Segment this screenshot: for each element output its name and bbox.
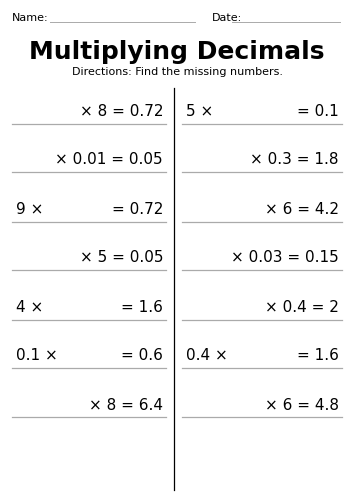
Text: Name:: Name: xyxy=(12,13,48,23)
Text: = 0.6: = 0.6 xyxy=(121,348,163,364)
Text: × 8 = 6.4: × 8 = 6.4 xyxy=(89,398,163,412)
Text: × 0.03 = 0.15: × 0.03 = 0.15 xyxy=(231,250,339,266)
Text: 0.1 ×: 0.1 × xyxy=(16,348,58,364)
Text: × 8 = 0.72: × 8 = 0.72 xyxy=(80,104,163,120)
Text: 9 ×: 9 × xyxy=(16,202,44,218)
Text: Directions: Find the missing numbers.: Directions: Find the missing numbers. xyxy=(72,67,282,77)
Text: 5 ×: 5 × xyxy=(186,104,213,120)
Text: × 6 = 4.8: × 6 = 4.8 xyxy=(265,398,339,412)
Text: = 0.72: = 0.72 xyxy=(112,202,163,218)
Text: × 5 = 0.05: × 5 = 0.05 xyxy=(80,250,163,266)
Text: 0.4 ×: 0.4 × xyxy=(186,348,228,364)
Text: × 0.4 = 2: × 0.4 = 2 xyxy=(265,300,339,316)
Text: = 0.1: = 0.1 xyxy=(297,104,339,120)
Text: = 1.6: = 1.6 xyxy=(121,300,163,316)
Text: × 0.3 = 1.8: × 0.3 = 1.8 xyxy=(251,152,339,168)
Text: = 1.6: = 1.6 xyxy=(297,348,339,364)
Text: × 6 = 4.2: × 6 = 4.2 xyxy=(265,202,339,218)
Text: Date:: Date: xyxy=(212,13,242,23)
Text: Multiplying Decimals: Multiplying Decimals xyxy=(29,40,325,64)
Text: × 0.01 = 0.05: × 0.01 = 0.05 xyxy=(55,152,163,168)
Text: 4 ×: 4 × xyxy=(16,300,43,316)
